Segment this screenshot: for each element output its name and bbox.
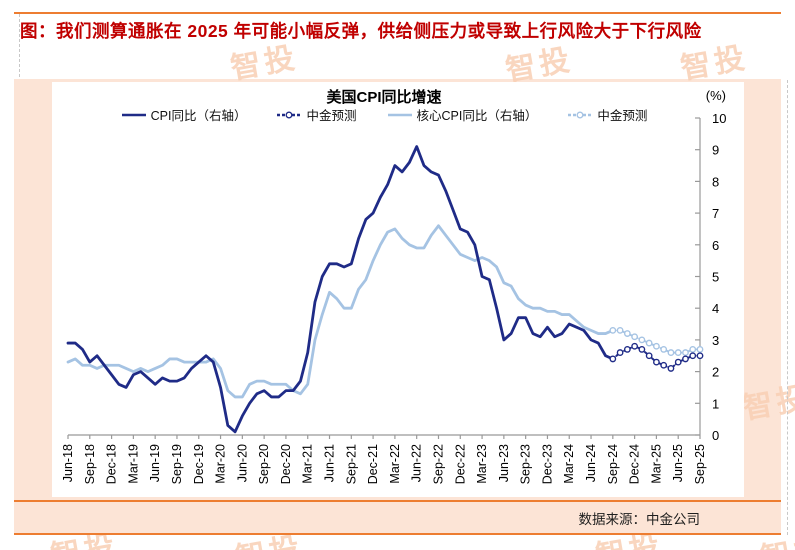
axis-unit-label: (%) xyxy=(705,88,726,103)
forecast-marker xyxy=(667,365,675,372)
forecast-marker xyxy=(667,349,675,356)
y-tick-label: 9 xyxy=(712,143,719,158)
footer-divider-line-bottom xyxy=(14,533,781,535)
cpi-line-chart: 0 1 2 3 4 5 6 7 8 9 10 Jun-18 Sep-18 Dec-18 Mar-19 Jun-… xyxy=(61,111,726,484)
x-tick-label: Dec-19 xyxy=(192,444,206,484)
forecast-marker xyxy=(609,355,617,363)
x-tick-label: Jun-24 xyxy=(584,444,598,482)
forecast-marker xyxy=(631,333,639,341)
forecast-marker xyxy=(689,352,697,360)
y-tick-label: 2 xyxy=(712,365,719,380)
x-tick-label: Jun-25 xyxy=(671,444,685,482)
y-tick-label: 7 xyxy=(712,206,719,221)
table-cell-border-left xyxy=(19,14,20,77)
x-tick-label: Mar-20 xyxy=(214,444,228,484)
x-tick-label: Mar-21 xyxy=(301,444,315,484)
y-tick-label: 10 xyxy=(712,111,726,126)
x-tick-label: Jun-18 xyxy=(61,444,75,482)
x-tick-label: Dec-22 xyxy=(453,444,467,484)
legend-label: CPI同比（右轴） xyxy=(150,109,247,123)
footer-divider-line-top xyxy=(14,500,781,502)
y-tick-label: 0 xyxy=(712,428,719,443)
x-tick-label: Sep-24 xyxy=(606,444,620,484)
y-tick-label: 8 xyxy=(712,174,719,189)
forecast-marker xyxy=(623,330,631,337)
forecast-marker xyxy=(674,358,682,366)
x-tick-label: Dec-18 xyxy=(105,444,119,484)
x-tick-label: Jun-23 xyxy=(497,444,511,482)
legend-item: CPI同比（右轴） xyxy=(121,105,247,124)
forecast-marker xyxy=(616,349,624,356)
x-tick-label: Dec-23 xyxy=(540,444,554,484)
chart-title: 美国CPI同比增速 xyxy=(326,89,442,106)
legend-label: 核心CPI同比（右轴） xyxy=(416,109,538,123)
forecast-marker xyxy=(609,326,617,334)
forecast-marker xyxy=(696,346,704,353)
legend-line-swatch xyxy=(387,113,412,116)
forecast-marker xyxy=(660,346,668,353)
forecast-marker xyxy=(645,352,653,360)
x-tick-label: Jun-20 xyxy=(235,444,249,482)
x-tick-label: Mar-23 xyxy=(475,444,489,484)
forecast-marker xyxy=(674,349,682,356)
legend-line-swatch xyxy=(121,113,146,116)
forecast-marker xyxy=(682,349,689,356)
data-source: 数据来源：中金公司 xyxy=(578,511,701,527)
core-cpi-yoy-line xyxy=(66,224,615,399)
y-tick-label: 5 xyxy=(712,270,719,285)
forecast-marker xyxy=(631,342,639,350)
x-tick-label: Dec-21 xyxy=(366,444,380,484)
x-tick-label: Mar-19 xyxy=(126,444,140,484)
top-divider-line xyxy=(14,12,781,14)
legend-item: 核心CPI同比（右轴） xyxy=(387,105,538,124)
x-tick-label: Sep-18 xyxy=(83,444,97,484)
x-tick-label: Sep-23 xyxy=(519,444,533,484)
x-tick-label: Sep-22 xyxy=(431,444,445,484)
forecast-marker xyxy=(696,352,704,360)
y-tick-label: 3 xyxy=(712,333,719,348)
x-tick-label: Sep-20 xyxy=(257,444,271,484)
y-tick-label: 1 xyxy=(712,396,719,411)
forecast-marker xyxy=(638,336,646,344)
forecast-marker xyxy=(689,346,697,353)
x-tick-label: Dec-20 xyxy=(279,444,293,484)
legend-forecast-swatch xyxy=(568,111,593,118)
y-tick-label: 6 xyxy=(712,238,719,253)
x-tick-label: Sep-21 xyxy=(344,444,358,484)
forecast-marker xyxy=(616,326,624,334)
x-tick-label: Sep-19 xyxy=(170,444,184,484)
figure-caption: 图：我们测算通胀在 2025 年可能小幅反弹，供给侧压力或导致上行风险大于下行风… xyxy=(20,21,702,41)
x-tick-label: Mar-25 xyxy=(649,444,663,484)
legend-label: 中金预测 xyxy=(597,109,648,123)
legend-item: 中金预测 xyxy=(567,105,647,124)
x-tick-label: Dec-24 xyxy=(628,444,642,484)
chart-panel: 美国CPI同比增速 (%) CPI同比（右轴） 中金预测 核心CPI同比（右轴） 中金… xyxy=(52,82,744,497)
x-tick-label: Mar-22 xyxy=(388,444,402,484)
forecast-marker xyxy=(682,355,689,363)
forecast-marker xyxy=(638,346,646,353)
legend-forecast-swatch xyxy=(277,111,302,118)
table-cell-border-right xyxy=(787,80,788,535)
y-tick-label: 4 xyxy=(712,301,719,316)
x-tick-label: Jun-19 xyxy=(148,444,162,482)
cpi-yoy-line xyxy=(66,145,615,434)
forecast-marker xyxy=(660,361,668,369)
forecast-marker xyxy=(645,339,653,347)
forecast-marker xyxy=(623,346,631,353)
x-tick-label: Jun-22 xyxy=(410,444,424,482)
x-tick-label: Mar-24 xyxy=(562,444,576,484)
x-tick-label: Sep-25 xyxy=(693,444,707,484)
footer-band: 数据来源：中金公司 xyxy=(14,502,781,533)
chart-legend: CPI同比（右轴） 中金预测 核心CPI同比（右轴） 中金预测 xyxy=(68,105,700,124)
forecast-marker xyxy=(653,358,660,366)
legend-label: 中金预测 xyxy=(306,109,357,123)
x-tick-label: Jun-21 xyxy=(323,444,337,482)
legend-item: 中金预测 xyxy=(276,105,357,124)
forecast-marker xyxy=(653,342,660,350)
